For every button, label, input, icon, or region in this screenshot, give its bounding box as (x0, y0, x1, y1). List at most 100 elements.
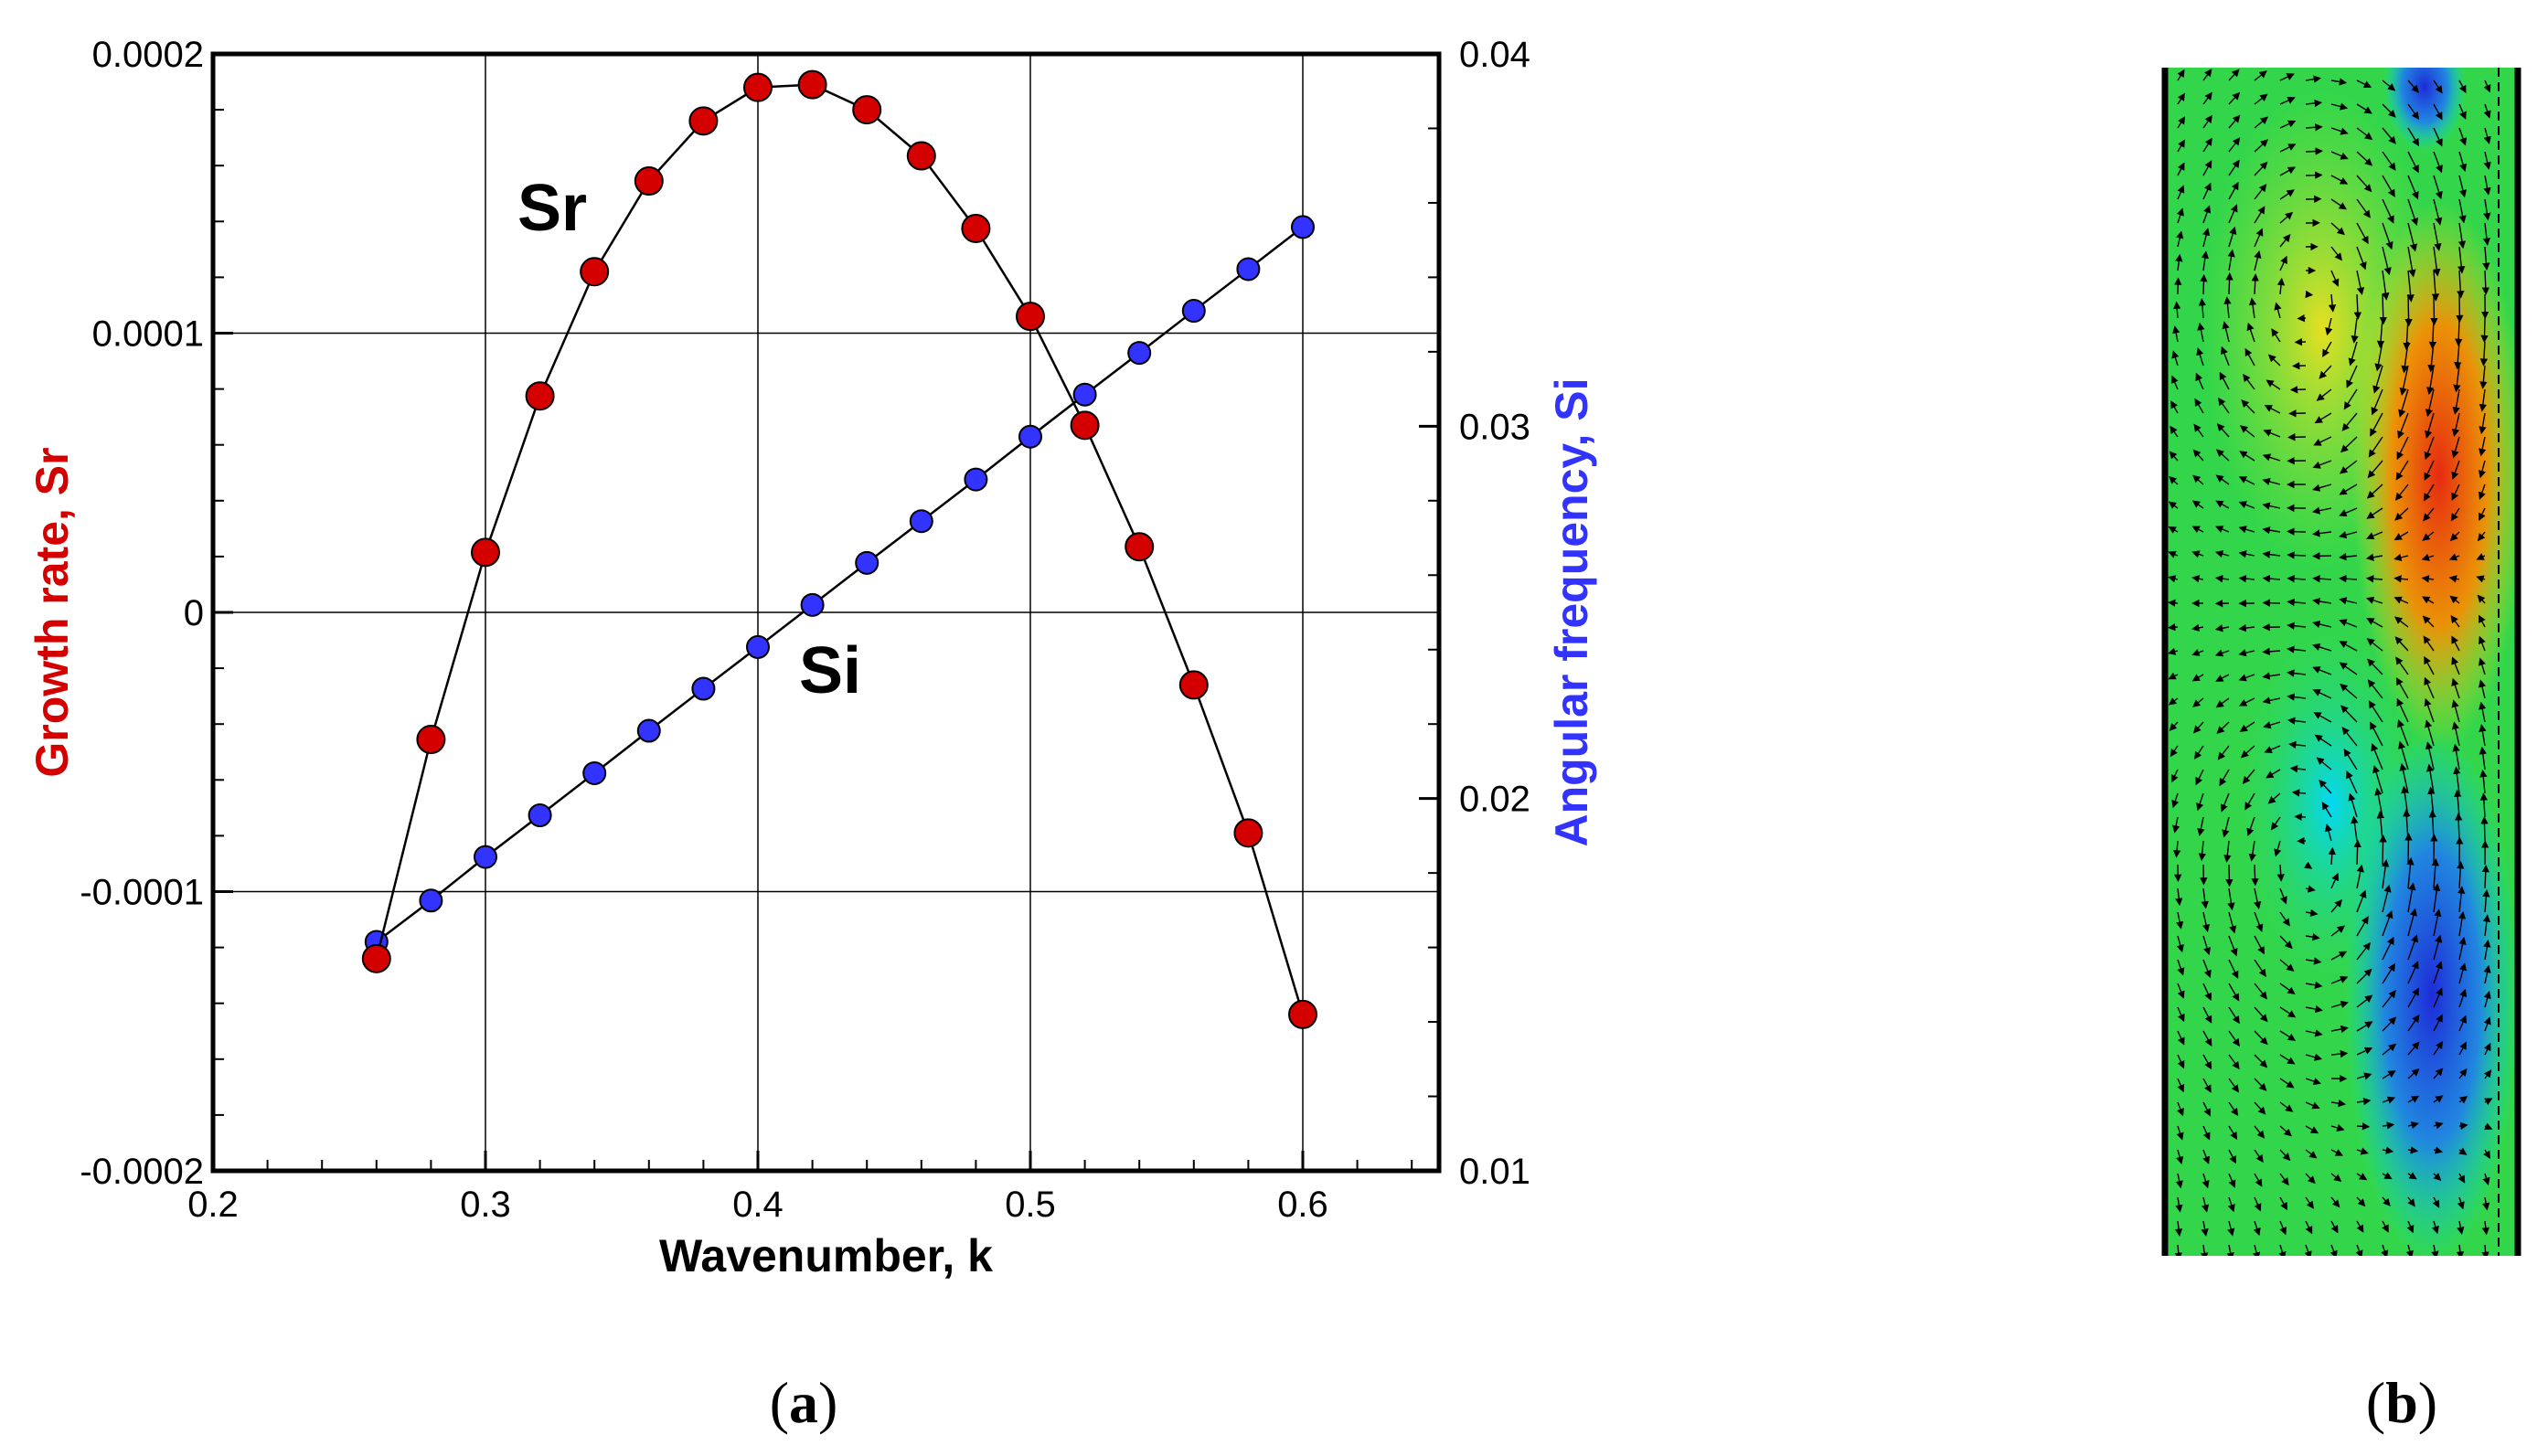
flow-vector-arrow (2253, 1220, 2261, 1237)
flow-vector-arrow (2177, 139, 2185, 153)
flow-vector-arrow (2481, 270, 2490, 295)
flow-vector-arrow (2254, 983, 2268, 1000)
data-point-si (1127, 341, 1152, 366)
flow-vector-arrow (2399, 365, 2409, 396)
grid-lines (213, 54, 1439, 1171)
flow-vector-arrow (2482, 246, 2490, 271)
flow-vector-arrow (2356, 80, 2372, 88)
flow-vector-arrow (2382, 1220, 2389, 1233)
flow-vector-arrow (2287, 717, 2307, 725)
flow-vector-arrow (2356, 889, 2367, 913)
flow-vector-arrow (2381, 1244, 2389, 1256)
flow-vector-arrow (2330, 1123, 2345, 1132)
flow-vector-arrow (2368, 700, 2383, 723)
flow-vector-arrow (2225, 272, 2233, 295)
flow-vector-arrow (2312, 643, 2332, 652)
flow-vector-arrow (2403, 317, 2411, 351)
flow-vector-arrow (2214, 649, 2230, 657)
flow-vector-arrow (2483, 1149, 2490, 1160)
flow-vector-arrow (2478, 657, 2486, 675)
flow-vector-arrow (2382, 80, 2396, 91)
flow-vector-arrow (2356, 151, 2373, 166)
flow-vector-arrow (2215, 674, 2230, 682)
flow-vector-arrow (2330, 198, 2347, 210)
flow-vector-arrow (2451, 412, 2460, 437)
flow-vector-arrow (2356, 198, 2371, 218)
flow-vector-arrow (2228, 159, 2240, 176)
panel-label-b-close: ) (2418, 1370, 2437, 1435)
flow-vector-arrow (2222, 321, 2230, 343)
flow-vector-arrow (2177, 92, 2185, 105)
flow-vector-arrow (2305, 99, 2323, 108)
flow-vector-arrow (2424, 655, 2435, 675)
flow-vector-arrow (2328, 846, 2336, 866)
x-tick-label: 0.5 (1005, 1185, 1056, 1225)
flow-vector-arrow (2219, 769, 2230, 787)
flow-vector-arrow (2394, 484, 2409, 501)
flow-vector-arrow (2254, 184, 2267, 200)
flow-vector-arrow (2202, 1173, 2210, 1189)
flow-vector-arrow (2319, 779, 2332, 794)
flow-vector-arrow (2382, 1043, 2397, 1056)
flow-vector-arrow (2262, 672, 2281, 680)
flow-vector-arrow (2214, 550, 2230, 558)
flow-vector-arrow (2279, 1196, 2288, 1211)
flow-vector-arrow (2175, 253, 2183, 271)
flow-vector-arrow (2479, 365, 2488, 389)
flow-vector-arrow (2458, 988, 2468, 1008)
x-tick-label: 0.3 (460, 1185, 511, 1225)
flow-vector-arrow (2356, 1047, 2373, 1056)
flow-vector-arrow (2214, 574, 2230, 583)
x-tick-label: 0.4 (732, 1185, 784, 1225)
flow-vector-arrow (2228, 114, 2241, 129)
flow-vector-arrow (2407, 1041, 2420, 1056)
flow-vector-arrow (2176, 230, 2184, 248)
flow-vector-arrow (2451, 484, 2460, 501)
flow-vector-arrow (2457, 270, 2465, 299)
flow-vector-arrow (2433, 103, 2443, 121)
flow-vector-arrow (2248, 840, 2256, 862)
flow-vector-arrow (2407, 222, 2418, 252)
flow-vector-arrow (2172, 325, 2180, 343)
data-point-si (746, 634, 770, 659)
flow-vector-arrow (2353, 293, 2362, 320)
flow-vector-arrow (2312, 552, 2332, 560)
series-line-si (376, 226, 1304, 943)
flow-vector-arrow (2175, 1196, 2183, 1213)
flow-vector-arrow (2265, 379, 2281, 390)
flow-vector-arrow (2346, 365, 2358, 388)
flow-vector-arrow (2376, 317, 2385, 349)
flow-vector-arrow (2171, 792, 2180, 809)
flow-vector-arrow (2422, 531, 2435, 541)
flow-vector-arrow (2305, 1078, 2321, 1086)
flow-vector-arrow (2201, 1196, 2210, 1213)
flow-vector-arrow (2356, 864, 2364, 889)
flow-vector-arrow (2264, 745, 2281, 753)
flow-vector-arrow (2479, 701, 2487, 723)
flow-vector-arrow (2407, 1172, 2417, 1180)
flow-vector-arrow (2170, 375, 2179, 390)
flow-vector-arrow (2348, 341, 2358, 367)
flow-vector-arrow (2254, 70, 2267, 81)
flow-vector-arrow (2422, 615, 2435, 628)
flow-vector-arrow (2238, 674, 2255, 682)
flow-vector-arrow (2254, 1149, 2264, 1164)
flow-vector-arrow (2246, 322, 2255, 343)
flow-vector-arrow (2407, 198, 2419, 227)
flow-vector-arrow (2228, 181, 2239, 200)
flow-vector-arrow (2343, 748, 2358, 771)
flow-vector-arrow (2242, 769, 2255, 784)
data-point-si (800, 592, 825, 617)
flow-vector-arrow (2457, 1220, 2465, 1235)
data-point-sr (1288, 999, 1317, 1029)
flow-vector-arrow (2382, 884, 2392, 913)
flow-vector-arrow (2311, 506, 2332, 515)
flow-vector-arrow (2395, 676, 2409, 699)
flow-vector-arrow (2305, 1125, 2319, 1134)
flow-vector-arrow (2254, 250, 2262, 271)
flow-vector-arrow (2177, 959, 2185, 976)
flow-vector-arrow (2271, 328, 2281, 343)
flow-vector-arrow (2254, 161, 2268, 176)
flow-vector-arrow (2254, 93, 2268, 105)
flow-vector-arrow (2356, 222, 2369, 245)
